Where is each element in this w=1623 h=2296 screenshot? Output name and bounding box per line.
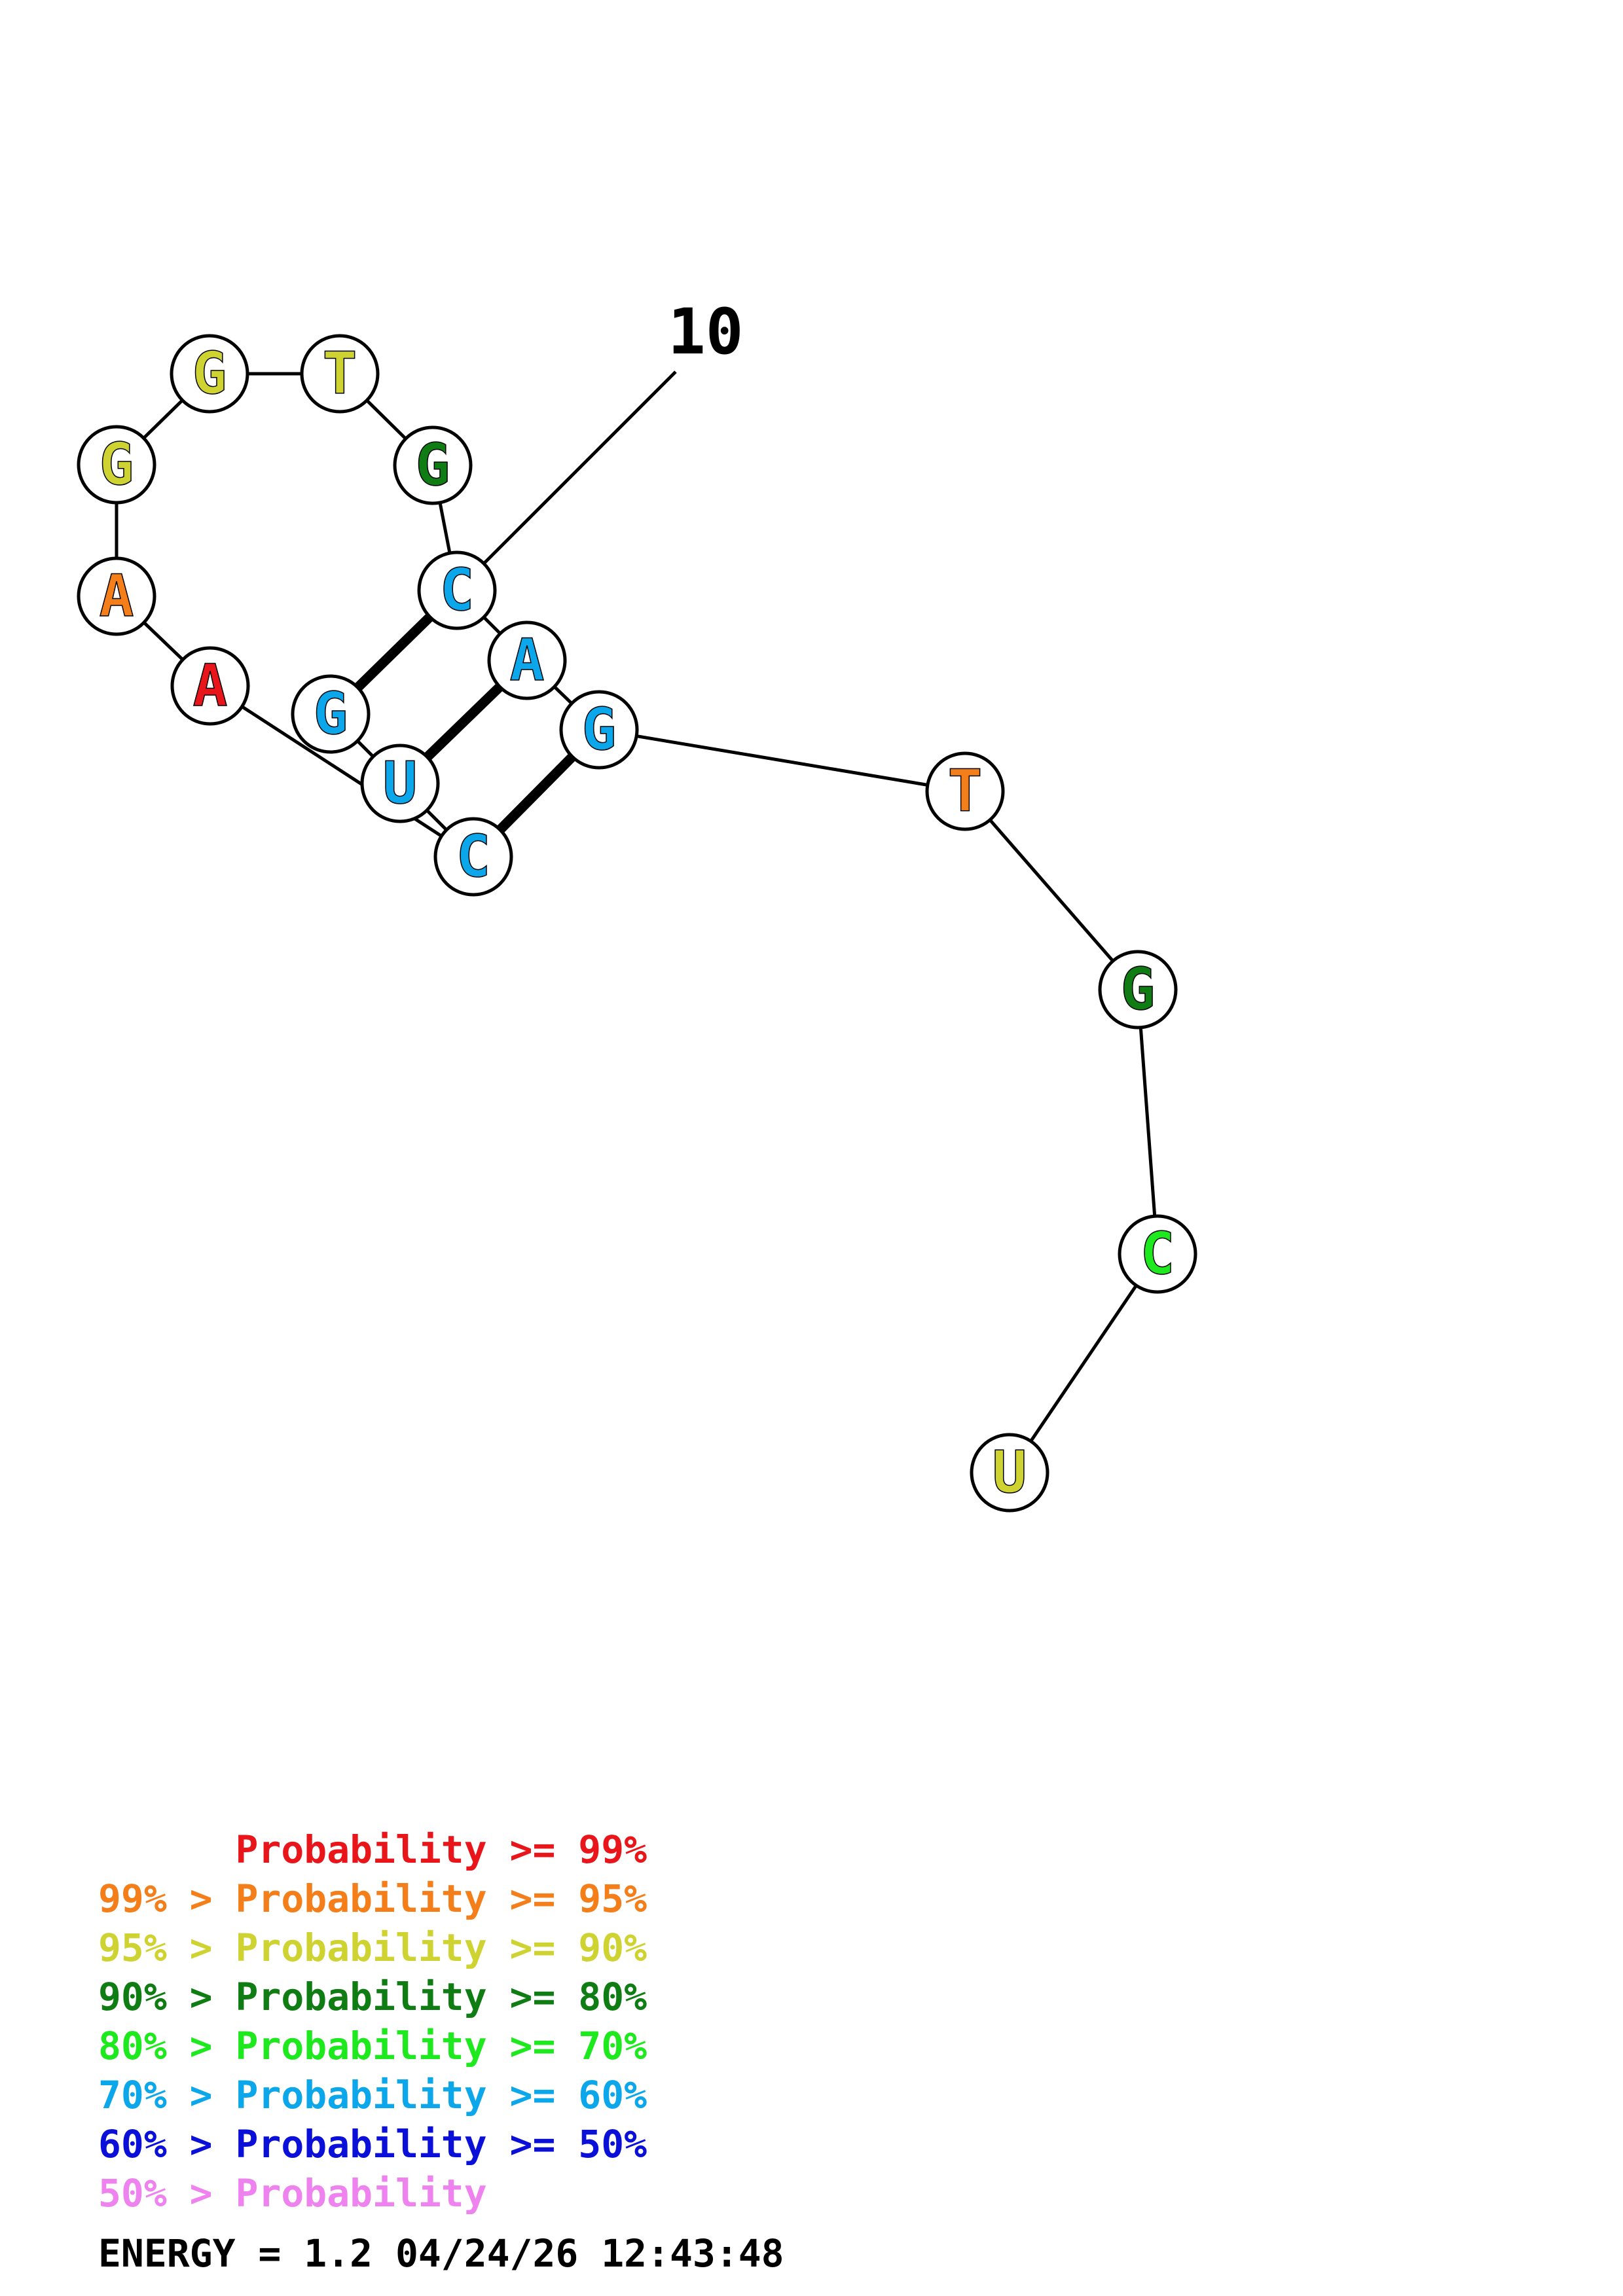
nucleotide-circle [1098,950,1178,1030]
legend-entry: 50% > Probability [98,2171,487,2215]
nucleotide-letter: A [100,562,134,630]
nucleotide-letter: T [323,340,357,407]
nucleotide-circle [417,550,497,630]
backbone-link [598,728,966,793]
nucleotide-circle [291,674,371,754]
nucleotide-letter: T [948,757,983,825]
nucleotide-letter: G [582,696,617,763]
nucleotide-circle [487,620,567,700]
nucleotide-1: G [291,674,371,754]
nucleotide-letter: G [416,431,450,499]
nucleotide-circle [360,744,440,823]
position-10-label-line [456,370,677,592]
nucleotide-6: G [77,425,156,505]
nucleotide-letter: G [314,680,348,747]
backbone-link [209,684,475,859]
nucleotide-circle [393,425,473,505]
base-pair-lines [327,586,603,861]
nucleotide-circle [970,1433,1049,1513]
legend-entry: 90% > Probability >= 80% [98,1975,647,2019]
position-10-label: 10 [668,295,744,368]
legend-entry: Probability >= 99% [98,1827,647,1872]
nucleotide-circle [170,334,249,414]
nucleotide-13: T [925,751,1005,831]
backbone-link [964,790,1139,991]
nucleotide-letter: C [1140,1220,1175,1287]
legend-entry: 60% > Probability >= 50% [98,2122,647,2166]
probability-legend: Probability >= 99%99% > Probability >= 9… [98,1827,647,2215]
nucleotide-16: U [970,1433,1049,1513]
nucleotide-letter: G [192,340,227,407]
nucleotide-letter: A [510,626,545,694]
nucleotide-12: G [559,690,639,770]
nucleotide-4: A [170,646,250,726]
backbone-link [1008,1253,1159,1474]
nucleotide-2: U [360,744,440,823]
backbone-lines [115,372,1159,1474]
nucleotide-5: A [77,556,156,636]
nucleotide-8: T [300,334,380,414]
nucleotide-15: C [1118,1214,1197,1294]
legend-entry: 70% > Probability >= 60% [98,2073,647,2117]
nucleotide-circle [1118,1214,1197,1294]
nucleotide-circle [300,334,380,414]
nucleotide-letter: A [193,652,228,719]
nucleotide-letter: U [383,749,418,817]
nucleotide-letter: G [1121,956,1156,1023]
nucleotide-letter: G [100,431,134,498]
nucleotide-7: G [170,334,249,414]
nucleotide-3: C [433,817,513,897]
nucleotide-circle [77,425,156,505]
energy-and-timestamp: ENERGY = 1.2 04/24/26 12:43:48 [98,2231,784,2276]
nucleotide-letter: U [993,1439,1027,1506]
nucleotide-circle [170,646,250,726]
legend-entry: 99% > Probability >= 95% [98,1876,647,1921]
nucleotide-circle [77,556,156,636]
nucleotide-10: C [417,550,497,630]
backbone-link [1136,989,1159,1255]
legend-entry: 95% > Probability >= 90% [98,1926,647,1970]
nucleotide-9: G [393,425,473,505]
legend-entry: 80% > Probability >= 70% [98,2024,647,2068]
nucleotide-14: G [1098,950,1178,1030]
nucleotide-11: A [487,620,567,700]
nucleotide-letter: C [456,823,491,890]
nucleotide-circle [925,751,1005,831]
nucleotide-letter: C [440,556,475,624]
nucleotide-circle [559,690,639,770]
nucleotide-circle [433,817,513,897]
